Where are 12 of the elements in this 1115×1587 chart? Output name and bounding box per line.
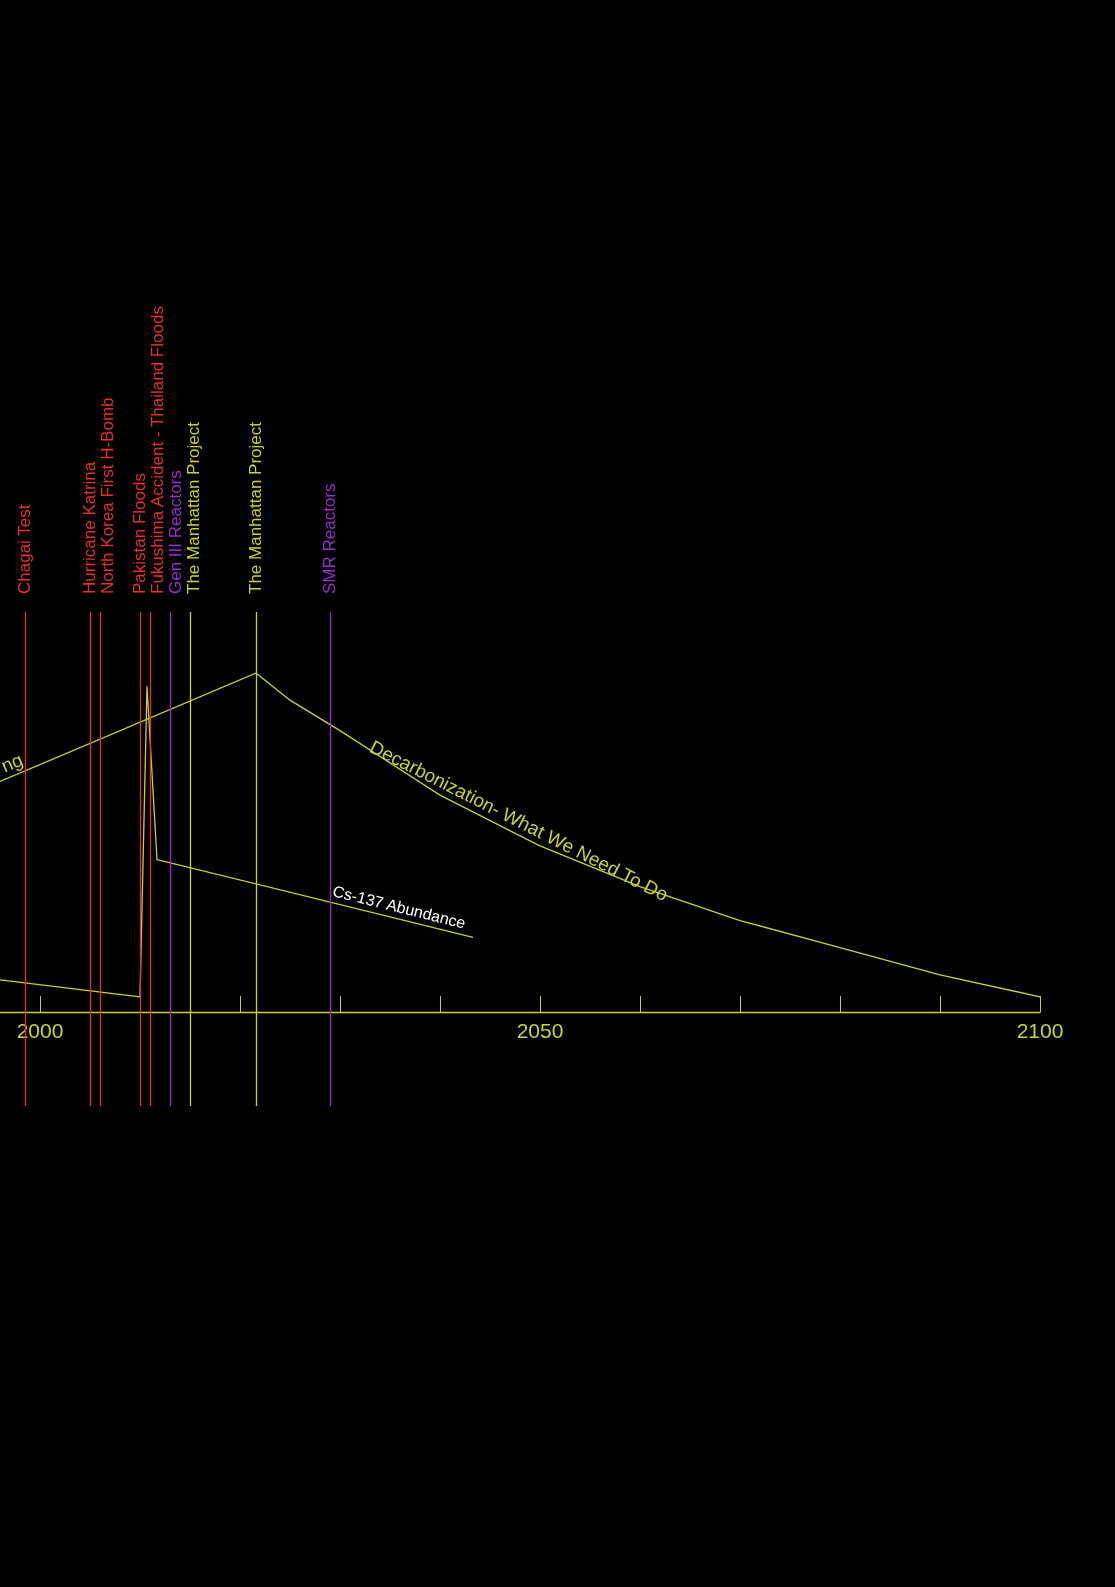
text: ng — [0, 748, 26, 777]
ref-line-label: SMR Reactors — [319, 483, 339, 594]
x-tick-label: 2100 — [1016, 1019, 1064, 1043]
ref-line-label: Fukushima Accident - Thailand Floods — [147, 306, 167, 594]
ref-line-label: Pakistan Floods — [129, 473, 149, 594]
ref-line-label: The Manhattan Project — [245, 421, 265, 594]
ref-line-label: North Korea First H-Bomb — [97, 397, 117, 594]
ref-line-label: Hurricane Katrina — [79, 461, 99, 594]
ref-line-label: The Manhattan Project — [183, 421, 203, 594]
x-tick-label: 2050 — [516, 1019, 564, 1043]
ref-line-label: Chagai Test — [14, 504, 34, 594]
ref-line-label: Gen III Reactors — [165, 470, 185, 594]
